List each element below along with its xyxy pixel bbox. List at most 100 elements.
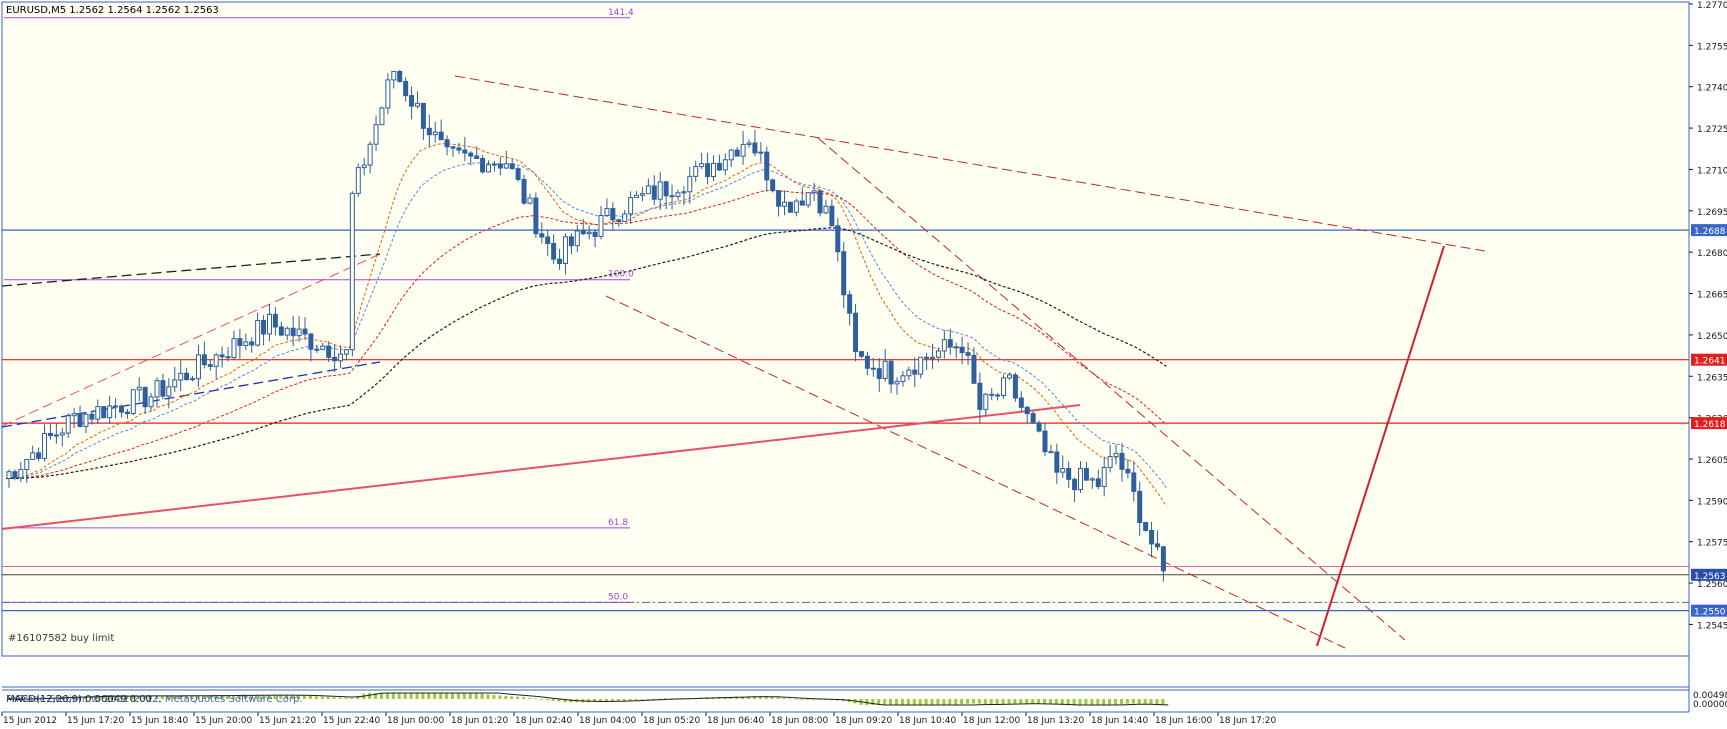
candle-body <box>95 406 101 420</box>
candle-body <box>965 352 971 356</box>
trend-line-black[interactable] <box>1 253 381 287</box>
candle-body <box>290 327 296 337</box>
candle-body <box>1042 430 1048 453</box>
trend-line-upper[interactable] <box>454 75 1486 252</box>
macd-bar <box>172 695 176 699</box>
candle-body <box>1018 397 1024 408</box>
macd-bar <box>1149 699 1153 705</box>
candle-body <box>83 413 89 427</box>
candle-body <box>213 354 219 367</box>
candle-body <box>645 185 651 195</box>
candle-body <box>391 70 397 81</box>
candle-body <box>829 205 835 227</box>
macd-bar <box>226 695 230 699</box>
candle-body <box>124 411 130 415</box>
price-tick-label: 1.2635 <box>1697 373 1727 383</box>
price-tick-label: 1.2605 <box>1697 456 1727 466</box>
candle-body <box>586 231 592 235</box>
macd-bar <box>474 693 478 699</box>
candle-body <box>693 166 699 177</box>
candle-body <box>266 313 272 335</box>
macd-bar <box>1043 699 1046 704</box>
trend-line-pink[interactable] <box>1 253 381 427</box>
indicator-zero-value: 0.00000 <box>1693 700 1727 710</box>
macd-bar <box>261 694 265 699</box>
fib-level-label: 50.0 <box>608 592 628 602</box>
candle-body <box>817 190 823 214</box>
macd-bar <box>178 695 182 699</box>
macd-bar <box>89 696 93 699</box>
candles <box>6 70 1166 582</box>
macd-bar <box>800 699 804 700</box>
macd-bar <box>593 699 597 703</box>
macd-bar <box>208 695 212 699</box>
candle-body <box>515 168 521 180</box>
trend-lines[interactable] <box>1 75 1486 649</box>
level-labels: 1.2688 1.2641 1.2618 1.2563 1.2550 <box>1691 224 1727 618</box>
candle-body <box>746 142 752 145</box>
time-axis[interactable]: 15 Jun 2012 15 Jun 17:20 15 Jun 18:40 15 Ju… <box>1 711 1689 726</box>
trend-line-blue[interactable] <box>1 361 381 428</box>
candle-body <box>24 458 30 470</box>
macd-bar <box>539 699 543 700</box>
candle-body <box>681 191 687 194</box>
price-tick-label: 1.2665 <box>1697 291 1727 301</box>
macd-bar <box>379 693 383 699</box>
macd-bar <box>220 695 224 699</box>
time-tick-label: 18 Jun 05:20 <box>643 716 700 725</box>
trend-line-inner[interactable] <box>817 137 1406 641</box>
candle-body <box>983 393 989 410</box>
projection-line[interactable] <box>1316 245 1445 647</box>
time-tick-label: 18 Jun 13:20 <box>1027 716 1084 725</box>
candle-body <box>592 231 598 237</box>
candle-body <box>604 208 610 216</box>
macd-bar <box>291 695 295 699</box>
macd-bar <box>166 695 170 699</box>
price-tick-label: 1.2590 <box>1697 497 1727 507</box>
candle-body <box>527 197 533 204</box>
macd-bar <box>770 696 774 699</box>
candle-body <box>503 163 509 169</box>
indicator-max-value: 0.00498 <box>1693 691 1727 701</box>
candle-body <box>249 341 255 346</box>
support-line[interactable] <box>1 404 1081 530</box>
time-tick-label: 18 Jun 08:00 <box>771 716 828 725</box>
macd-bar <box>948 699 952 705</box>
candle-body <box>166 386 172 397</box>
candle-body <box>568 236 574 247</box>
macd-bar <box>1001 699 1005 705</box>
macd-bar <box>427 693 431 699</box>
macd-bar <box>889 699 893 705</box>
candle-body <box>847 294 853 314</box>
macd-bar <box>308 695 312 699</box>
candle-body <box>261 319 267 335</box>
candle-body <box>699 163 705 168</box>
macd-bar <box>83 696 87 699</box>
price-tick-label: 1.2575 <box>1697 539 1727 549</box>
macd-bar <box>930 699 934 705</box>
candle-body <box>574 230 580 247</box>
candle-body <box>557 258 563 265</box>
trend-line-lower[interactable] <box>605 295 1346 649</box>
candle-body <box>432 131 438 136</box>
macd-bar <box>877 699 881 705</box>
macd-bar <box>231 695 235 699</box>
time-tick-label: 18 Jun 10:40 <box>899 716 956 725</box>
candle-body <box>1149 529 1155 545</box>
macd-bar <box>403 693 407 699</box>
candle-body <box>438 131 444 141</box>
macd-bar <box>391 693 395 699</box>
macd-bar <box>1078 699 1082 705</box>
candle-body <box>36 452 42 459</box>
macd-bar <box>924 699 928 705</box>
macd-bar <box>764 696 768 699</box>
candle-body <box>1131 472 1137 492</box>
horizontal-levels[interactable] <box>2 229 1689 612</box>
price-label-box <box>1691 224 1727 237</box>
plot-area[interactable] <box>1 1 1690 657</box>
candle-body <box>385 79 391 109</box>
macd-bar <box>1031 699 1035 704</box>
macd-bar <box>1108 699 1112 705</box>
